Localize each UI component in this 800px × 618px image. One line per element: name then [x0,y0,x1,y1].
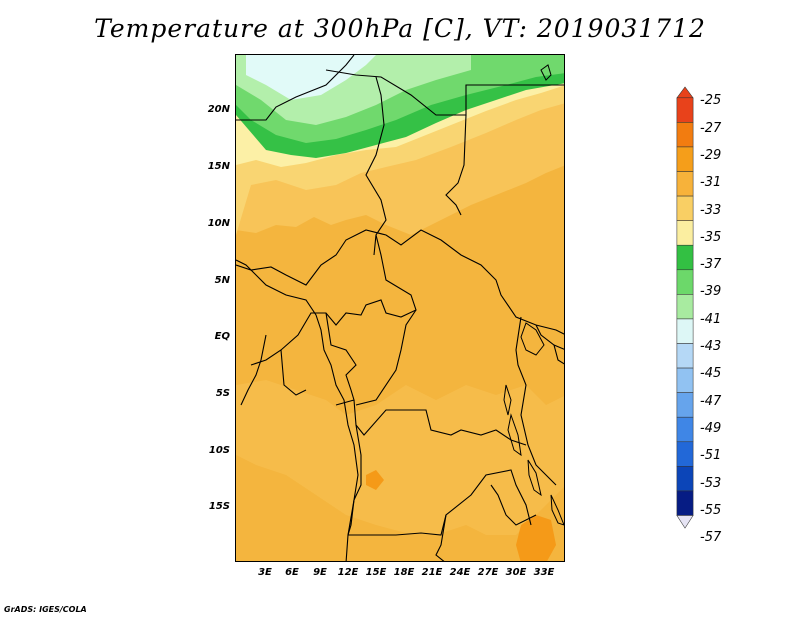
lon-label-33e: 33E [533,567,555,578]
lon-label-9e: 9E [313,567,327,578]
lon-label-15e: 15E [365,567,387,578]
colorbar-swatch [676,97,694,123]
colorbar-swatch [676,269,694,295]
footer-credit: GrADS: IGES/COLA [4,605,87,614]
colorbar-bottom-arrow [676,515,694,529]
lat-label-10s: 10S [208,445,230,456]
lon-label-30e: 30E [505,567,527,578]
colorbar-label: -39 [700,284,722,300]
colorbar [676,86,694,529]
colorbar-label: -29 [700,147,722,163]
band-minus-27-spot [366,470,384,490]
colorbar-swatch [676,318,694,344]
band-minus-31-south [236,380,564,535]
colorbar-swatch [676,392,694,418]
colorbar-label: -55 [700,502,722,518]
lon-label-12e: 12E [337,567,359,578]
colorbar-label: -37 [700,257,722,273]
lat-label-15s: 15S [208,501,230,512]
colorbar-label: -35 [700,229,722,245]
colorbar-swatch [676,146,694,172]
colorbar-swatch [676,171,694,197]
colorbar-label: -27 [700,120,722,136]
colorbar-top-arrow [676,86,694,99]
temperature-map [236,55,564,561]
colorbar-label: -57 [700,530,722,546]
colorbar-label: -31 [700,175,722,191]
colorbar-label: -53 [700,475,722,491]
colorbar-swatch [676,122,694,148]
lon-label-21e: 21E [421,567,443,578]
great-lakes [503,64,564,526]
lat-label-15n: 15N [207,161,230,172]
colorbar-label: -43 [700,339,722,354]
lon-label-27e: 27E [477,567,499,578]
colorbar-swatch [676,220,694,246]
colorbar-label: -41 [700,311,722,327]
colorbar-swatch [676,343,694,369]
colorbar-swatch [676,294,694,320]
band-minus-43 [246,55,376,100]
colorbar-swatch [676,195,694,221]
lat-label-5n: 5N [214,275,230,286]
colorbar-label: -33 [700,202,722,218]
lon-label-3e: 3E [258,567,272,578]
colorbar-swatch [676,367,694,393]
colorbar-swatch [676,416,694,443]
country-borders [236,55,564,561]
colorbar-swatch [676,466,694,492]
lon-label-6e: 6E [285,567,299,578]
lon-label-24e: 24E [449,567,471,578]
colorbar-label: -51 [700,448,722,464]
map-panel [235,54,565,562]
lat-label-10n: 10N [207,218,230,229]
colorbar-swatch [676,244,694,271]
colorbar-swatch [676,441,694,467]
map-title: Temperature at 300hPa [C], VT: 201903171… [94,14,706,43]
lon-label-18e: 18E [393,567,415,578]
coastline [236,259,359,561]
colorbar-label: -45 [700,366,722,382]
colorbar-label: -47 [700,393,722,409]
lat-label-20n: 20N [207,104,230,115]
colorbar-label: -25 [700,93,722,109]
lat-label-5s: 5S [215,388,230,399]
band-minus-27-patch [516,515,556,561]
lat-label-eq: EQ [214,331,230,342]
colorbar-label: -49 [700,420,722,436]
colorbar-swatch [676,490,694,516]
